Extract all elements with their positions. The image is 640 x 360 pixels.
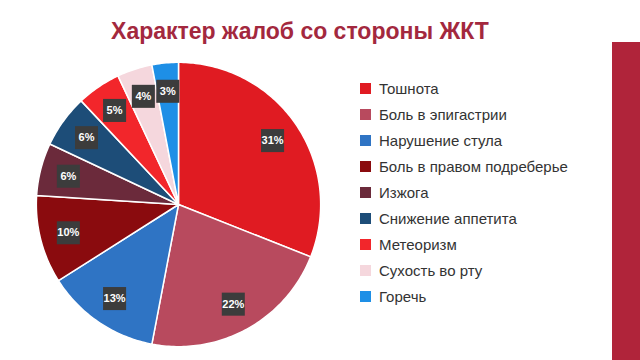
svg-text:31%: 31% <box>262 134 284 146</box>
html-text:Боль в правом подреберье: Боль в правом подреберье <box>379 158 568 175</box>
svg-text:3%: 3% <box>160 85 176 97</box>
svg-text:22%: 22% <box>222 298 244 310</box>
html-text:Метеоризм: Метеоризм <box>379 236 457 253</box>
html-text:Изжога: Изжога <box>379 184 429 201</box>
svg-text:13%: 13% <box>104 292 126 304</box>
html-text:Снижение аппетита: Снижение аппетита <box>379 210 517 227</box>
html-text:Тошнота: Тошнота <box>379 80 439 97</box>
svg-text:5%: 5% <box>107 104 123 116</box>
svg-text:10%: 10% <box>57 226 79 238</box>
html-text:Характер жалоб со стороны ЖКТ: Характер жалоб со стороны ЖКТ <box>111 18 489 44</box>
svg-text:6%: 6% <box>60 170 76 182</box>
svg-text:6%: 6% <box>79 131 95 143</box>
html-text:Сухость во рту: Сухость во рту <box>379 262 483 279</box>
html-text:Боль в эпигастрии: Боль в эпигастрии <box>379 106 507 123</box>
html-text:Нарушение стула: Нарушение стула <box>379 132 503 149</box>
html-text:Горечь: Горечь <box>379 288 427 305</box>
svg-text:4%: 4% <box>135 90 151 102</box>
